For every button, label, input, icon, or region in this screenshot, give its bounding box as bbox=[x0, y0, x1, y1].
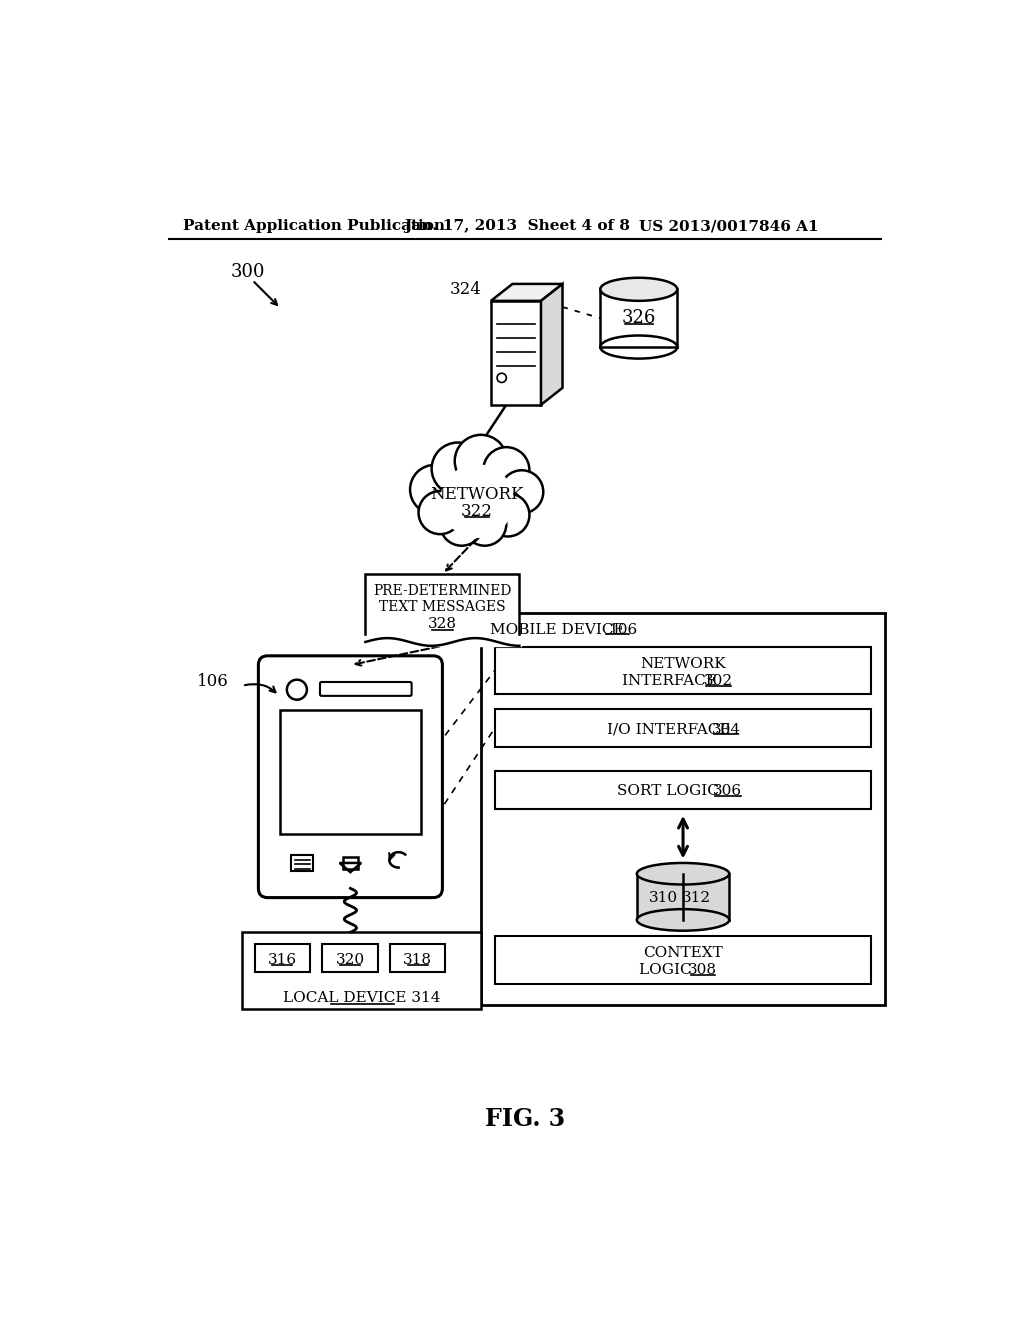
Text: PRE-DETERMINED: PRE-DETERMINED bbox=[373, 585, 512, 598]
Text: 308: 308 bbox=[688, 964, 717, 977]
Text: 324: 324 bbox=[450, 281, 481, 298]
Bar bbox=[481, 612, 885, 1006]
Text: 328: 328 bbox=[428, 618, 457, 631]
Text: TEXT MESSAGES: TEXT MESSAGES bbox=[379, 599, 506, 614]
Circle shape bbox=[440, 503, 483, 545]
Text: FIG. 3: FIG. 3 bbox=[484, 1107, 565, 1131]
Bar bbox=[637, 874, 729, 920]
Text: NETWORK: NETWORK bbox=[640, 657, 726, 672]
Text: 106: 106 bbox=[198, 673, 229, 690]
Circle shape bbox=[419, 491, 462, 535]
Bar bbox=[280, 710, 421, 834]
Text: INTERFACE: INTERFACE bbox=[622, 675, 721, 688]
Text: Patent Application Publication: Patent Application Publication bbox=[183, 219, 444, 234]
Text: 300: 300 bbox=[230, 264, 265, 281]
Bar bbox=[255, 944, 310, 972]
Text: 106: 106 bbox=[608, 623, 637, 636]
Bar bbox=[495, 936, 871, 983]
Circle shape bbox=[440, 465, 514, 539]
Bar bbox=[390, 944, 445, 972]
Ellipse shape bbox=[600, 277, 677, 301]
Text: 318: 318 bbox=[403, 953, 432, 968]
Text: I/O INTERFACE: I/O INTERFACE bbox=[607, 723, 731, 737]
Text: Jan. 17, 2013  Sheet 4 of 8: Jan. 17, 2013 Sheet 4 of 8 bbox=[403, 219, 630, 234]
Circle shape bbox=[497, 374, 506, 383]
Bar bbox=[495, 647, 871, 693]
Bar bbox=[343, 857, 358, 869]
Text: 312: 312 bbox=[682, 891, 712, 904]
Text: 322: 322 bbox=[461, 503, 493, 520]
FancyBboxPatch shape bbox=[258, 656, 442, 898]
Text: MOBILE DEVICE: MOBILE DEVICE bbox=[490, 623, 630, 636]
Text: LOCAL DEVICE 314: LOCAL DEVICE 314 bbox=[283, 991, 440, 1006]
Text: 316: 316 bbox=[267, 953, 297, 968]
Text: SORT LOGIC: SORT LOGIC bbox=[616, 784, 719, 799]
Text: 302: 302 bbox=[703, 675, 733, 688]
Text: 320: 320 bbox=[336, 953, 365, 968]
Bar bbox=[600, 289, 677, 347]
Circle shape bbox=[463, 503, 506, 545]
Circle shape bbox=[432, 442, 484, 495]
Polygon shape bbox=[541, 284, 562, 405]
Text: 326: 326 bbox=[622, 309, 656, 327]
Bar bbox=[292, 855, 313, 871]
Circle shape bbox=[287, 680, 307, 700]
Circle shape bbox=[486, 494, 529, 536]
Bar bbox=[323, 944, 378, 972]
Bar bbox=[495, 771, 871, 809]
Ellipse shape bbox=[637, 863, 729, 884]
Text: 306: 306 bbox=[713, 784, 742, 799]
Polygon shape bbox=[490, 284, 562, 301]
Text: US 2013/0017846 A1: US 2013/0017846 A1 bbox=[639, 219, 818, 234]
FancyBboxPatch shape bbox=[319, 682, 412, 696]
Circle shape bbox=[483, 447, 529, 494]
Text: 310: 310 bbox=[649, 891, 678, 904]
Text: CONTEXT: CONTEXT bbox=[643, 946, 723, 960]
Circle shape bbox=[410, 465, 460, 513]
Circle shape bbox=[500, 470, 544, 513]
Text: 304: 304 bbox=[712, 723, 740, 737]
Ellipse shape bbox=[600, 335, 677, 359]
Bar bbox=[366, 574, 519, 642]
Circle shape bbox=[455, 434, 507, 487]
Text: NETWORK: NETWORK bbox=[430, 486, 524, 503]
Bar bbox=[243, 932, 481, 1010]
Ellipse shape bbox=[637, 909, 729, 931]
Bar bbox=[495, 709, 871, 747]
Bar bbox=[490, 301, 541, 405]
Text: LOGIC: LOGIC bbox=[639, 964, 696, 977]
